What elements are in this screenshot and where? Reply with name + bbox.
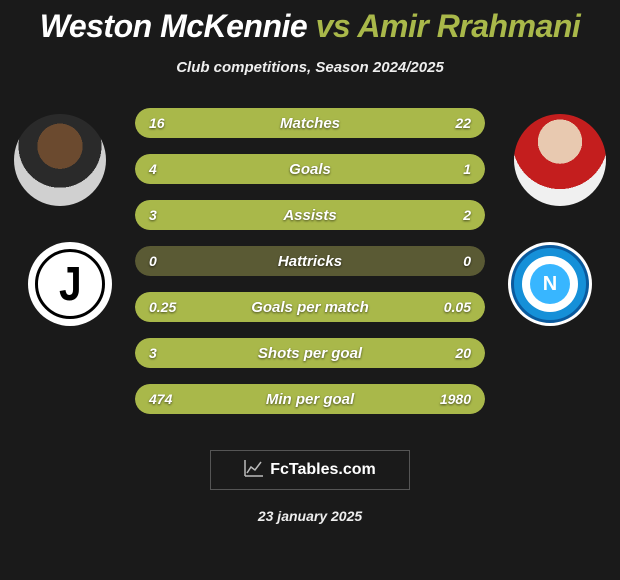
- stat-row: 00Hattricks: [135, 246, 485, 276]
- stat-label: Goals: [135, 154, 485, 184]
- comparison-panel: J N 1622Matches 41Goals 32Assists 00Hattric…: [0, 106, 620, 436]
- vs-label: vs: [316, 8, 351, 44]
- stat-label: Hattricks: [135, 246, 485, 276]
- stat-label: Assists: [135, 200, 485, 230]
- napoli-n-icon: N: [530, 264, 570, 304]
- stat-bars: 1622Matches 41Goals 32Assists 00Hattricks 0.…: [135, 108, 485, 430]
- stat-label: Goals per match: [135, 292, 485, 322]
- date-label: 23 january 2025: [0, 508, 620, 524]
- player1-avatar: [14, 114, 106, 206]
- player1-name: Weston McKennie: [40, 8, 308, 44]
- stat-row: 41Goals: [135, 154, 485, 184]
- footer-brand-text: FcTables.com: [270, 461, 376, 479]
- stat-row: 0.250.05Goals per match: [135, 292, 485, 322]
- player2-name: Amir Rrahmani: [357, 8, 580, 44]
- juventus-badge: J: [35, 249, 105, 319]
- napoli-badge: N: [511, 245, 589, 323]
- stat-label: Matches: [135, 108, 485, 138]
- comparison-title: Weston McKennie vs Amir Rrahmani: [0, 0, 620, 45]
- stat-row: 4741980Min per goal: [135, 384, 485, 414]
- subtitle: Club competitions, Season 2024/2025: [0, 59, 620, 76]
- stat-row: 32Assists: [135, 200, 485, 230]
- stat-label: Shots per goal: [135, 338, 485, 368]
- stat-row: 320Shots per goal: [135, 338, 485, 368]
- stat-row: 1622Matches: [135, 108, 485, 138]
- chart-icon: [244, 459, 264, 482]
- player2-club-badge: N: [508, 242, 592, 326]
- footer-brand: FcTables.com: [210, 450, 410, 490]
- juventus-j-icon: J: [59, 257, 82, 312]
- player1-club-badge: J: [28, 242, 112, 326]
- stat-label: Min per goal: [135, 384, 485, 414]
- player2-avatar: [514, 114, 606, 206]
